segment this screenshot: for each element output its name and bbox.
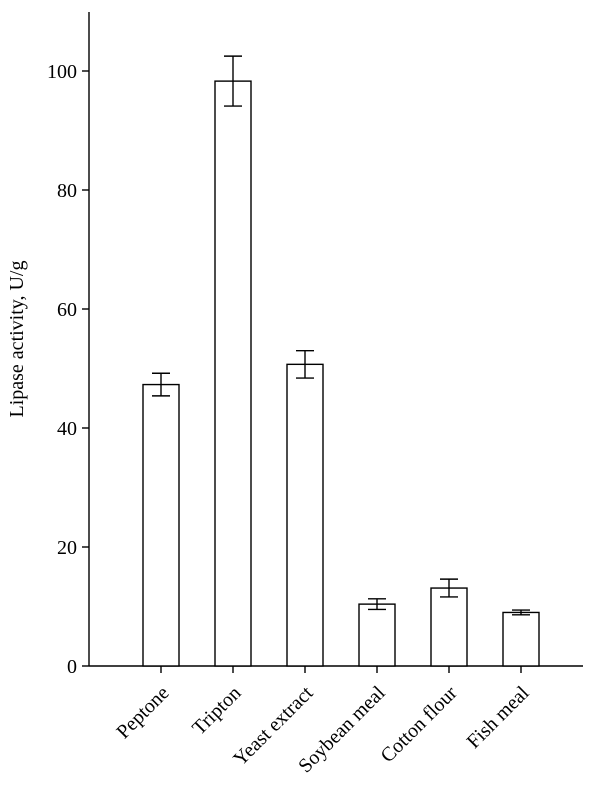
bar <box>502 611 540 667</box>
bar-group <box>502 609 540 673</box>
bars <box>142 55 540 673</box>
bar <box>214 80 252 667</box>
y-tick-label: 60 <box>57 299 77 321</box>
y-tick-label: 100 <box>47 61 77 83</box>
y-tick-label: 80 <box>57 180 77 202</box>
bar-group <box>430 578 468 673</box>
x-tick-label: Peptone <box>112 682 173 743</box>
x-tick-label: Tripton <box>188 682 245 739</box>
y-tick-label: 0 <box>67 656 77 678</box>
x-tick-label: Cotton flour <box>376 682 461 767</box>
x-tick-label: Fish meal <box>463 682 534 753</box>
y-tick-label: 40 <box>57 418 77 440</box>
bar-group <box>142 372 180 673</box>
y-tick-label: 20 <box>57 537 77 559</box>
y-ticks: 0 20 40 60 80 100 <box>47 61 89 678</box>
bar-group <box>358 598 396 673</box>
bar-group <box>214 55 252 673</box>
y-axis-title: Lipase activity, U/g <box>6 261 28 418</box>
bar <box>430 587 468 667</box>
bar <box>358 603 396 667</box>
bar-group <box>286 349 324 673</box>
bar <box>142 383 180 667</box>
bar <box>286 363 324 667</box>
